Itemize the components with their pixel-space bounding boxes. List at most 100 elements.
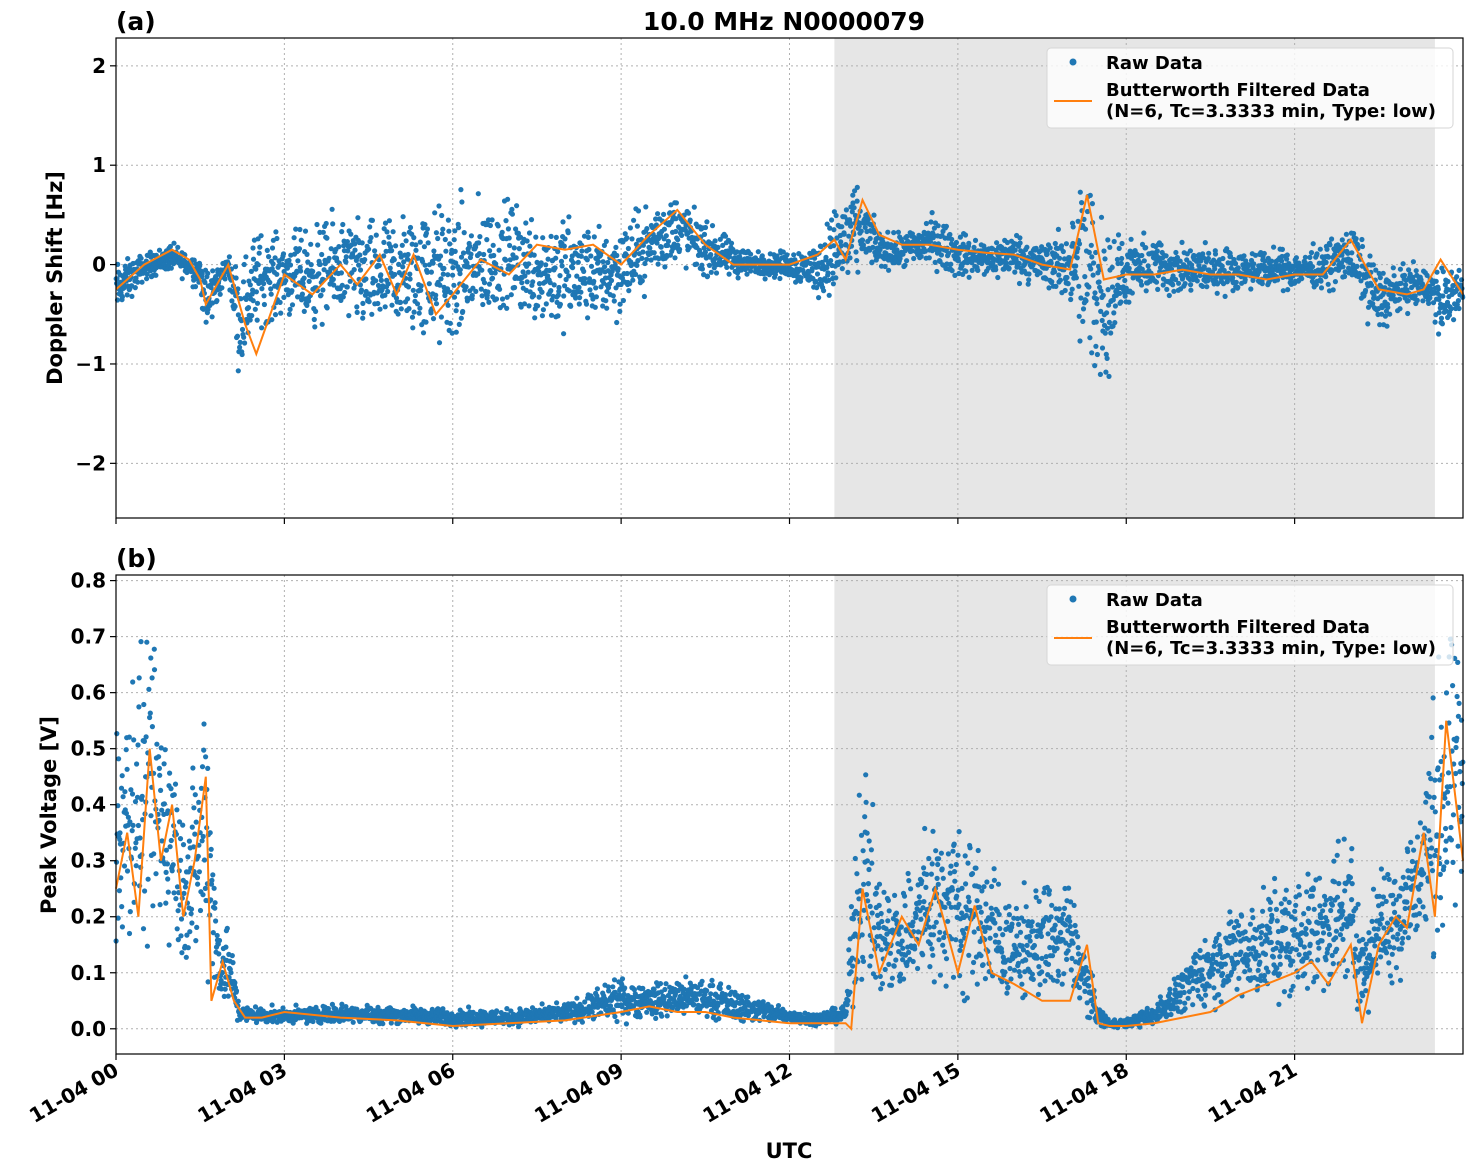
raw-data-point [1171,288,1177,294]
raw-data-point [1153,279,1160,285]
raw-data-point [130,822,136,829]
raw-data-point [581,233,588,239]
raw-data-point [461,230,467,236]
raw-data-point [430,260,436,266]
raw-data-point [663,233,669,239]
raw-data-point [1119,255,1125,262]
raw-data-point [640,985,646,992]
raw-data-point [133,275,139,281]
raw-data-point [476,240,482,246]
raw-data-point [437,253,444,259]
raw-data-point [1141,230,1147,236]
raw-data-point [1398,280,1404,286]
raw-data-point [809,265,815,272]
raw-data-point [1068,296,1074,303]
raw-data-point [1314,251,1320,257]
raw-data-point [456,321,462,327]
raw-data-point [1090,272,1096,278]
raw-data-point [1077,189,1083,195]
raw-data-point [192,284,199,290]
raw-data-point [1325,281,1331,287]
raw-data-point [1403,282,1409,288]
raw-data-point [117,830,123,836]
raw-data-point [699,978,705,984]
raw-data-point [1070,224,1076,230]
raw-data-point [1055,226,1061,232]
raw-data-point [734,249,740,255]
raw-data-point [648,257,654,263]
raw-data-point [311,316,317,323]
raw-data-point [171,240,177,246]
raw-data-point [824,221,830,227]
raw-data-point [1091,260,1097,266]
raw-data-point [396,261,402,267]
raw-data-point [369,311,375,317]
raw-data-point [381,239,387,245]
raw-data-point [1420,298,1426,304]
raw-data-point [153,272,159,278]
raw-data-point [181,890,187,897]
raw-data-point [163,900,169,906]
raw-data-point [1241,253,1247,259]
raw-data-point [183,880,189,886]
raw-data-point [1139,252,1145,259]
raw-data-point [299,291,305,297]
raw-data-point [1016,260,1022,266]
raw-data-point [162,747,168,753]
raw-data-point [269,317,275,323]
raw-data-point [538,260,544,266]
raw-data-point [492,270,498,276]
raw-data-point [261,281,267,287]
raw-data-point [350,254,356,260]
raw-data-point [253,289,259,295]
raw-data-point [249,291,255,297]
raw-data-point [151,667,158,673]
raw-data-point [654,240,660,246]
raw-data-point [481,251,487,258]
raw-data-point [422,221,428,228]
raw-data-point [286,257,292,263]
raw-data-point [274,235,280,242]
raw-data-point [1143,245,1149,251]
raw-data-point [583,301,590,307]
raw-data-point [280,1005,286,1011]
raw-data-point [124,292,130,298]
raw-data-point [405,284,412,290]
raw-data-point [499,229,505,235]
raw-data-point [295,294,301,300]
raw-data-point [534,259,540,265]
raw-data-point [926,255,932,261]
raw-data-point [653,216,659,222]
raw-data-point [830,270,836,276]
raw-data-point [203,754,209,760]
raw-data-point [304,251,310,257]
raw-data-point [622,231,628,237]
raw-data-point [558,258,565,264]
raw-data-point [197,907,204,914]
raw-data-point [514,203,520,209]
raw-data-point [468,233,474,239]
raw-data-point [283,278,289,284]
raw-data-point [318,292,324,298]
raw-data-point [250,256,257,262]
raw-data-point [491,252,497,259]
raw-data-point [457,271,463,277]
raw-data-point [405,296,411,302]
raw-data-point [314,221,320,228]
raw-data-point [233,988,240,994]
raw-data-point [1163,253,1169,259]
raw-data-point [934,268,940,275]
raw-data-point [673,216,679,222]
raw-data-point [532,315,538,321]
raw-data-point [1359,236,1365,243]
raw-data-point [626,288,632,294]
raw-data-point [1380,270,1386,276]
raw-data-point [119,924,125,930]
raw-data-point [1129,290,1135,296]
raw-data-point [553,234,559,240]
raw-data-point [647,245,653,251]
raw-data-point [1354,263,1360,269]
raw-data-point [411,309,417,315]
raw-data-point [136,704,142,710]
raw-data-point [426,281,432,287]
